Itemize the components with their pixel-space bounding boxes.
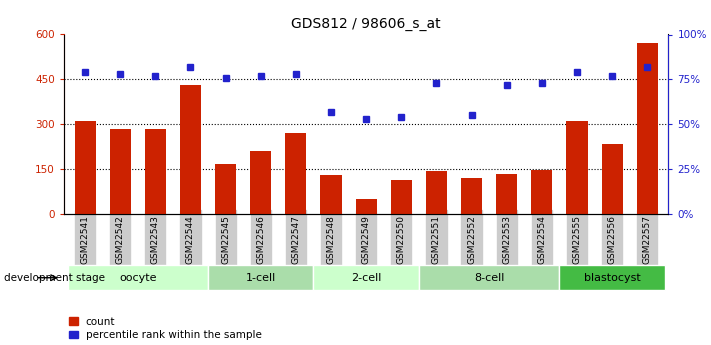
Bar (68, 265, 208, 290)
Bar (321, 175, 341, 214)
Bar (637, 43, 658, 214)
Text: 8-cell: 8-cell (474, 273, 504, 283)
Bar (208, 265, 314, 290)
Bar (180, 85, 201, 214)
Bar (391, 179, 412, 214)
Bar (560, 265, 665, 290)
Text: 2-cell: 2-cell (351, 273, 381, 283)
Text: development stage: development stage (4, 273, 105, 283)
Bar (109, 129, 131, 214)
Title: GDS812 / 98606_s_at: GDS812 / 98606_s_at (292, 17, 441, 31)
Legend: count, percentile rank within the sample: count, percentile rank within the sample (69, 317, 262, 340)
Bar (426, 171, 447, 214)
Bar (461, 178, 482, 214)
Bar (285, 133, 306, 214)
Text: blastocyst: blastocyst (584, 273, 641, 283)
Bar (531, 170, 552, 214)
Bar (314, 265, 419, 290)
Bar (496, 174, 517, 214)
Text: 1-cell: 1-cell (245, 273, 276, 283)
Bar (75, 121, 95, 214)
Text: oocyte: oocyte (119, 273, 156, 283)
Bar (602, 144, 623, 214)
Bar (419, 265, 560, 290)
Bar (356, 199, 377, 214)
Bar (250, 151, 272, 214)
Bar (567, 121, 587, 214)
Bar (215, 164, 236, 214)
Bar (145, 129, 166, 214)
